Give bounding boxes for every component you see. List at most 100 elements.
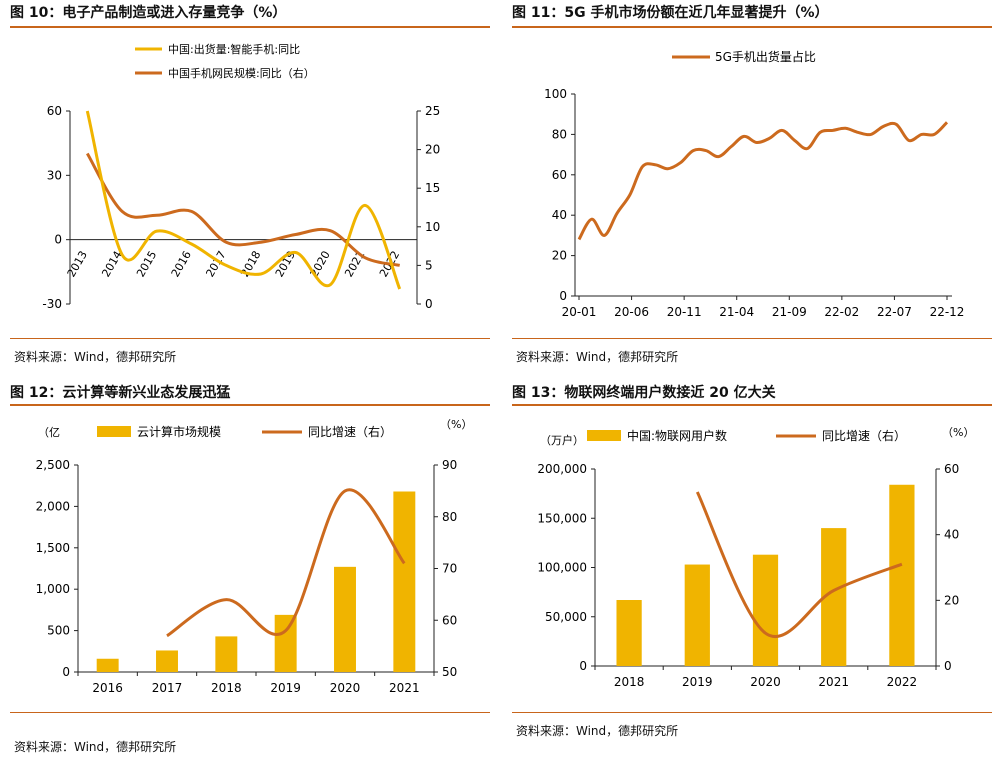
bar xyxy=(616,600,642,666)
y-tick-label: 40 xyxy=(552,208,567,222)
y-tick-label: 20 xyxy=(552,249,567,263)
legend-bar-label: 云计算市场规模 xyxy=(137,424,221,439)
figure-13-bottom-rule xyxy=(512,712,992,713)
right-tick-label: 0 xyxy=(425,297,433,311)
x-tick-label: 22-12 xyxy=(930,305,965,319)
x-tick-label: 22-07 xyxy=(877,305,912,319)
x-tick-label: 20-11 xyxy=(667,305,702,319)
right-tick-label: 40 xyxy=(944,528,959,542)
bar xyxy=(274,614,297,672)
x-tick-label: 2022 xyxy=(887,675,918,689)
bar xyxy=(215,636,238,672)
x-tick-label: 2021 xyxy=(818,675,849,689)
x-tick-label: 2016 xyxy=(92,681,123,695)
left-tick-label: 60 xyxy=(47,104,62,118)
x-tick-label: 2021 xyxy=(342,249,367,280)
figure-13-title: 图 13：物联网终端用户数接近 20 亿大关 xyxy=(512,385,776,401)
legend-bar-swatch xyxy=(97,426,131,437)
figure-13-source: 资料来源：Wind，德邦研究所 xyxy=(516,724,679,738)
right-tick-label: 10 xyxy=(425,220,440,234)
left-tick-label: 0 xyxy=(62,665,70,679)
x-tick-label: 2021 xyxy=(389,681,420,695)
left-tick-label: 0 xyxy=(54,233,62,247)
x-tick-label: 2013 xyxy=(65,249,90,280)
figure-11-title: 图 11：5G 手机市场份额在近几年显著提升（%） xyxy=(512,5,829,21)
right-tick-label: 90 xyxy=(442,458,457,472)
left-tick-label: 0 xyxy=(579,659,587,673)
x-tick-label: 22-02 xyxy=(824,305,859,319)
right-tick-label: 20 xyxy=(944,593,959,607)
y-tick-label: 80 xyxy=(552,127,567,141)
y-tick-label: 100 xyxy=(544,87,567,101)
figure-12-title: 图 12：云计算等新兴业态发展迅猛 xyxy=(10,385,231,401)
x-tick-label: 2019 xyxy=(270,681,301,695)
x-tick-label: 2018 xyxy=(211,681,242,695)
x-tick-label: 2020 xyxy=(308,249,333,280)
figure-12-title-rule xyxy=(10,404,490,406)
left-tick-label: 150,000 xyxy=(537,511,587,525)
left-tick-label: 2,000 xyxy=(36,499,70,513)
y-tick-label: 0 xyxy=(559,289,567,303)
left-tick-label: -30 xyxy=(42,297,62,311)
left-tick-label: 30 xyxy=(47,168,62,182)
right-tick-label: 80 xyxy=(442,510,457,524)
right-tick-label: 5 xyxy=(425,258,433,272)
x-tick-label: 2016 xyxy=(169,249,194,280)
x-tick-label: 2020 xyxy=(750,675,781,689)
bar xyxy=(752,554,779,666)
legend-bar-label: 中国:物联网用户数 xyxy=(627,428,727,443)
series-line-5g-share xyxy=(577,121,949,241)
series-line-smartphone-shipments xyxy=(85,110,402,290)
right-unit-label: （%） xyxy=(942,426,974,439)
right-tick-label: 20 xyxy=(425,143,440,157)
figure-11-chart: 5G手机出货量占比 100 80 60 40 20 0 20-01 20-06 20-11 21-0… xyxy=(544,49,965,319)
left-tick-label: 50,000 xyxy=(545,610,587,624)
right-tick-label: 50 xyxy=(442,665,457,679)
bar xyxy=(96,658,119,672)
bar xyxy=(684,564,710,666)
right-tick-label: 0 xyxy=(944,659,952,673)
legend-label: 5G手机出货量占比 xyxy=(715,49,816,64)
x-tick-label: 21-04 xyxy=(719,305,754,319)
x-tick-label: 2018 xyxy=(614,675,645,689)
right-tick-label: 60 xyxy=(944,462,959,476)
bar xyxy=(393,491,416,672)
figure-10-title-rule xyxy=(10,26,490,28)
figure-10-bottom-rule xyxy=(10,338,490,339)
figure-12-source: 资料来源：Wind，德邦研究所 xyxy=(14,740,177,754)
x-tick-label: 2019 xyxy=(682,675,713,689)
x-tick-label: 2017 xyxy=(152,681,183,695)
right-tick-label: 60 xyxy=(442,613,457,627)
figure-12-bottom-rule xyxy=(10,712,490,713)
y-tick-label: 60 xyxy=(552,168,567,182)
x-tick-label: 20-06 xyxy=(614,305,649,319)
x-tick-label: 20-01 xyxy=(562,305,597,319)
left-tick-label: 500 xyxy=(47,624,70,638)
figure-13-title-rule xyxy=(512,404,992,406)
figure-12-chart: （亿 （%） 云计算市场规模 同比增速（右） 2,500 2,000 1,500 1,000 5… xyxy=(36,418,473,695)
x-tick-label: 21-09 xyxy=(772,305,807,319)
figure-10-title: 图 10：电子产品制造或进入存量竞争（%） xyxy=(10,5,287,21)
right-tick-label: 15 xyxy=(425,181,440,195)
left-tick-label: 1,500 xyxy=(36,541,70,555)
left-unit-label: （亿 xyxy=(38,426,60,439)
right-tick-label: 70 xyxy=(442,562,457,576)
left-tick-label: 1,000 xyxy=(36,582,70,596)
left-unit-label: （万户） xyxy=(540,433,584,447)
left-tick-label: 2,500 xyxy=(36,458,70,472)
figure-11-source: 资料来源：Wind，德邦研究所 xyxy=(516,350,679,364)
legend-bar-swatch xyxy=(587,430,621,441)
legend-line-label: 同比增速（右） xyxy=(308,424,392,439)
left-tick-label: 200,000 xyxy=(537,462,587,476)
x-tick-label: 2020 xyxy=(330,681,361,695)
figure-11-title-rule xyxy=(512,26,992,28)
figure-13-chart: （万户） （%） 中国:物联网用户数 同比增速（右） 200,000 150,000 100… xyxy=(537,426,974,689)
left-tick-label: 100,000 xyxy=(537,561,587,575)
right-tick-label: 25 xyxy=(425,104,440,118)
series-line-mobile-netizens xyxy=(86,152,401,267)
right-unit-label: （%） xyxy=(440,418,472,431)
legend-line-label: 同比增速（右） xyxy=(822,428,906,443)
legend-label-1: 中国手机网民规模:同比（右） xyxy=(168,66,315,80)
